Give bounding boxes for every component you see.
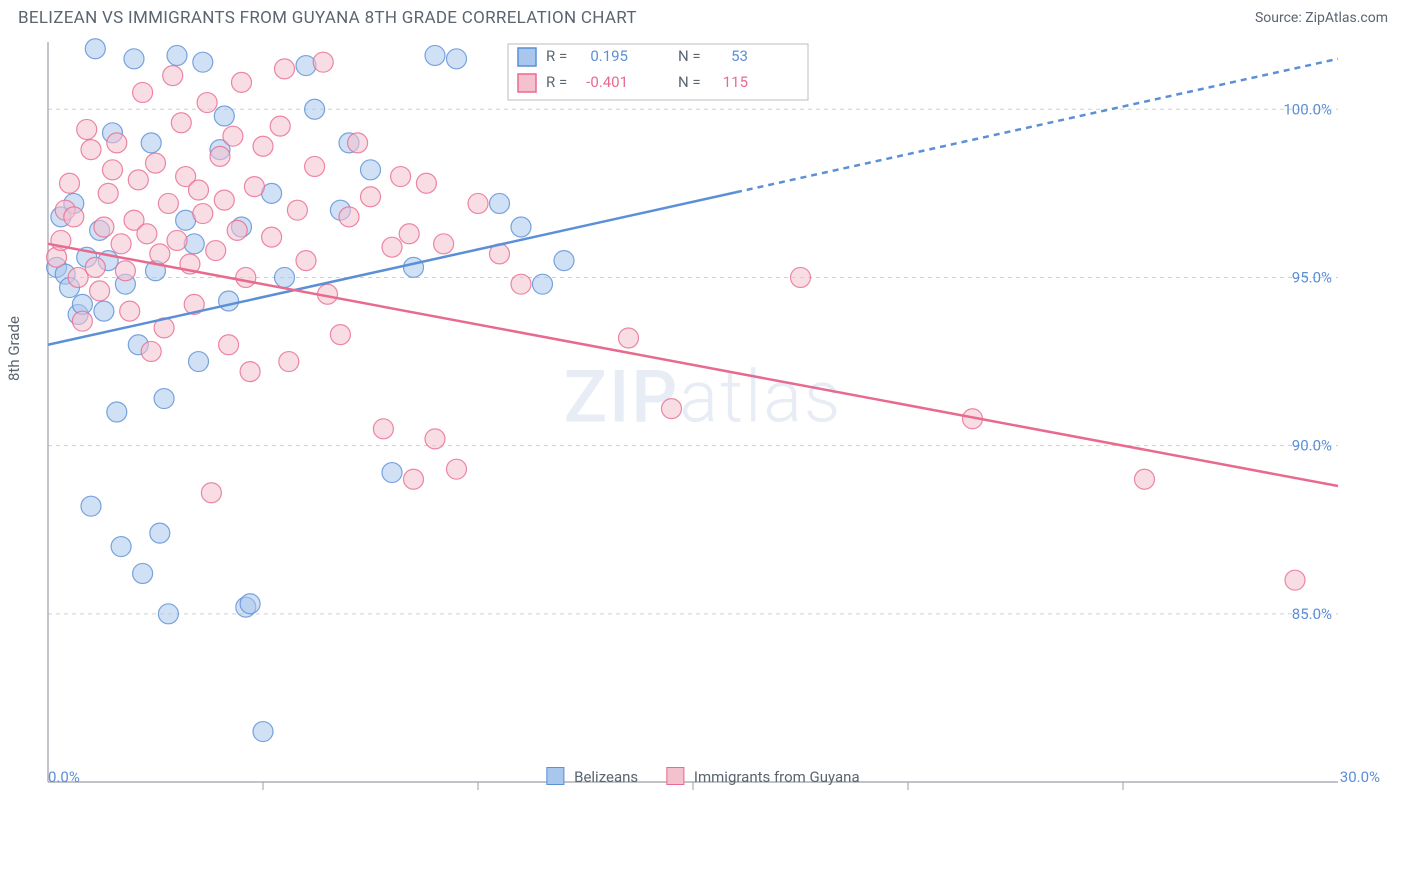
svg-text:90.0%: 90.0% <box>1292 437 1332 455</box>
x-min-label: 0.0% <box>48 768 80 786</box>
svg-text:R =: R = <box>546 47 567 65</box>
svg-text:N =: N = <box>678 47 701 65</box>
legend-label-guyana: Immigrants from Guyana <box>694 768 860 786</box>
legend-item-belizeans: Belizeans <box>546 767 638 786</box>
legend-item-guyana: Immigrants from Guyana <box>666 767 859 786</box>
svg-text:53: 53 <box>731 47 748 65</box>
svg-text:85.0%: 85.0% <box>1292 605 1332 623</box>
bottom-legend: Belizeans Immigrants from Guyana <box>546 767 859 786</box>
legend-swatch-belizeans <box>546 767 564 785</box>
chart-container: 8th Grade ZIPatlas 85.0%90.0%95.0%100.0%… <box>18 32 1388 792</box>
svg-text:R =: R = <box>546 73 567 91</box>
svg-text:-0.401: -0.401 <box>586 73 628 91</box>
svg-text:N =: N = <box>678 73 701 91</box>
svg-text:115: 115 <box>723 73 748 91</box>
scatter-chart: 85.0% 90.0% 95.0% 100.0% R = 0.195 N = 53 R = -0.… <box>18 32 1348 792</box>
legend-label-belizeans: Belizeans <box>574 768 638 786</box>
source-label: Source: ZipAtlas.com <box>1255 10 1388 26</box>
svg-text:95.0%: 95.0% <box>1292 268 1332 286</box>
legend-swatch-guyana <box>666 767 684 785</box>
svg-text:100.0%: 100.0% <box>1283 100 1332 118</box>
y-axis-label: 8th Grade <box>5 316 23 381</box>
chart-title: BELIZEAN VS IMMIGRANTS FROM GUYANA 8TH G… <box>18 8 637 28</box>
x-max-label: 30.0% <box>1340 768 1380 786</box>
svg-text:0.195: 0.195 <box>590 47 628 65</box>
